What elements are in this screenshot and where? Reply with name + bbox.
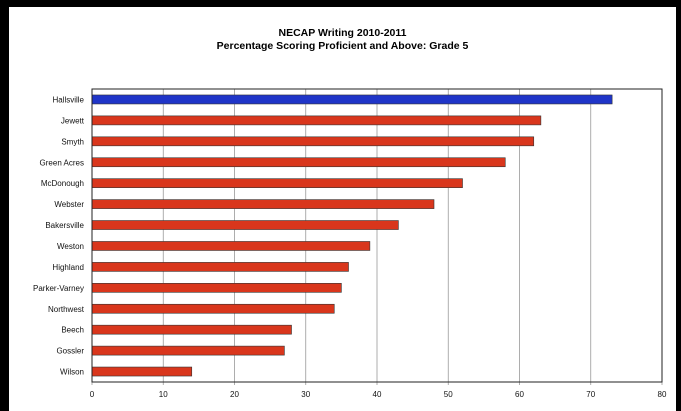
x-tick-label: 50 <box>444 390 453 399</box>
category-label: Weston <box>57 242 84 251</box>
grid <box>91 89 663 385</box>
x-tick-label: 70 <box>586 390 595 399</box>
category-label: Beech <box>61 326 84 335</box>
category-label: Parker-Varney <box>33 284 84 293</box>
category-label: Jewett <box>61 116 85 125</box>
x-tick-label: 40 <box>373 390 382 399</box>
category-label: Gossler <box>56 347 84 356</box>
bar-wilson <box>91 366 193 377</box>
x-tick-label: 20 <box>230 390 239 399</box>
bar-mcdonough <box>91 178 463 188</box>
category-label: Northwest <box>48 305 85 314</box>
x-tick-label: 30 <box>301 390 310 399</box>
category-label: Wilson <box>60 368 84 377</box>
bar-green-acres <box>91 157 506 168</box>
category-label: Hallsville <box>52 95 84 104</box>
bar-webster <box>91 199 435 209</box>
bars <box>91 94 613 377</box>
category-labels: Hallsville Jewett Smyth Green Acres McDonoug… <box>33 95 85 376</box>
category-label: Webster <box>54 200 84 209</box>
chart-title: NECAP Writing 2010-2011 <box>278 27 407 39</box>
category-label: Green Acres <box>40 158 84 167</box>
bar-chart: Hallsville Jewett Smyth Green Acres McDonoug… <box>33 88 667 399</box>
bar-northwest <box>91 303 335 314</box>
x-tick-label: 60 <box>515 390 524 399</box>
chart-frame: NECAP Writing 2010-2011 Percentage Scori… <box>9 7 676 411</box>
category-label: McDonough <box>41 179 84 188</box>
bar-weston <box>91 241 371 251</box>
bar-bakersville <box>91 220 399 230</box>
x-tick-label: 0 <box>90 390 95 399</box>
category-label: Highland <box>52 263 84 272</box>
bar-parker-varney <box>91 283 342 293</box>
bar-gossler <box>91 345 285 356</box>
bar-highland <box>91 262 349 272</box>
x-tick-label: 80 <box>658 390 667 399</box>
plot-border <box>91 88 663 383</box>
bar-beech <box>91 324 292 335</box>
x-tick-label: 10 <box>159 390 168 399</box>
category-label: Smyth <box>61 137 84 146</box>
bar-jewett <box>91 115 542 126</box>
category-label: Bakersville <box>45 221 84 230</box>
bar-smyth <box>91 136 535 147</box>
chart-subtitle: Percentage Scoring Proficient and Above:… <box>216 40 469 52</box>
bar-hallsville <box>91 94 613 105</box>
x-tick-labels: 0 10 20 30 40 50 60 70 80 <box>90 390 667 399</box>
